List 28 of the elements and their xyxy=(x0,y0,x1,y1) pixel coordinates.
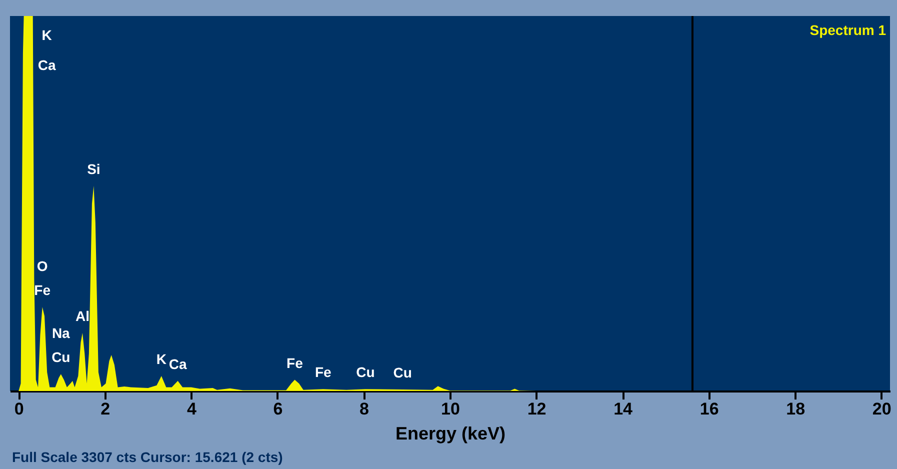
annotation: Fe xyxy=(315,364,332,380)
annotation: Si xyxy=(87,160,100,177)
annotation: Cu xyxy=(356,364,375,380)
annotation: Ca xyxy=(38,57,56,73)
annotation: O xyxy=(36,258,48,274)
annotation: K xyxy=(42,27,52,43)
x-tick-label: 12 xyxy=(527,400,546,418)
x-tick-label: 6 xyxy=(273,400,283,418)
text: Full Scale 3307 cts Cursor: 15.621 (2 cts) xyxy=(12,449,283,465)
annotation: K xyxy=(156,351,166,367)
annotation: Ca xyxy=(168,356,187,372)
x-tick-label: 14 xyxy=(614,400,634,418)
x-tick-label: 2 xyxy=(100,400,110,418)
x-axis-title: Energy (keV) xyxy=(395,424,506,444)
x-tick-label: 20 xyxy=(872,400,892,418)
x-tick-label: 0 xyxy=(14,400,24,418)
annotation: Na xyxy=(52,325,70,342)
x-tick-label: 8 xyxy=(359,400,369,418)
annotation: Fe xyxy=(34,282,51,298)
x-tick-label: 18 xyxy=(786,400,806,418)
x-tick-label: 10 xyxy=(441,400,460,418)
x-tick-label: 16 xyxy=(700,400,719,418)
annotation: Fe xyxy=(286,354,304,371)
annotation: Al xyxy=(75,308,90,324)
annotation: Cu xyxy=(52,349,70,366)
x-tick-label: 4 xyxy=(186,400,197,418)
text: Spectrum 1 xyxy=(810,22,886,38)
annotation: Cu xyxy=(393,364,412,380)
